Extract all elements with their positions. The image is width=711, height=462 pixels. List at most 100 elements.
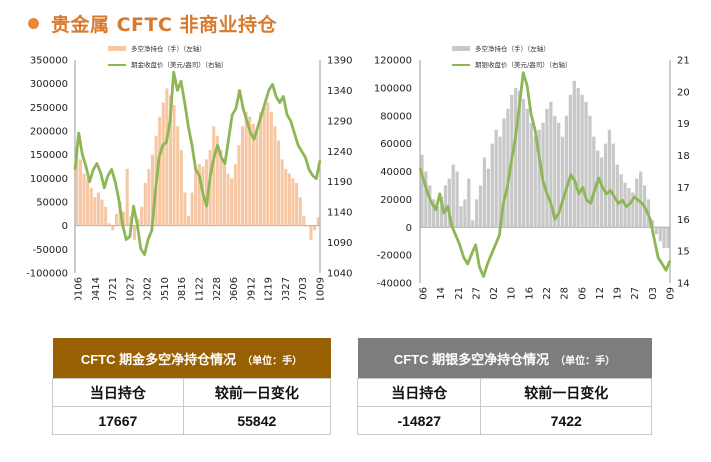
silver-net-position-bar: [635, 178, 639, 228]
silver-net-position-bar: [662, 227, 666, 249]
silver-x-tick-label: 20160510: [507, 287, 518, 300]
silver-right-tick-label: 16: [677, 215, 690, 226]
gold-x-tick-label: 20150106: [74, 277, 85, 300]
gold-net-position-bar: [86, 178, 90, 226]
gold-legend-line-label: 期金收盘价（美元/盎司）（右轴）: [131, 60, 227, 69]
silver-net-position-bar: [627, 188, 631, 228]
silver-net-position-bar: [424, 171, 428, 228]
silver-net-position-bar: [439, 196, 444, 228]
gold-legend-bar-swatch: [108, 46, 126, 51]
gold-price-line: [73, 70, 322, 257]
gold-cftc-chart: -100000-50000050000100000150000200000250…: [26, 44, 690, 300]
page-title: 贵金属 CFTC 非商业持仓: [51, 14, 278, 36]
silver-header-position: 当日持仓: [356, 378, 482, 407]
gold-net-position-bar: [273, 126, 277, 226]
silver-net-position-bar: [447, 178, 451, 228]
gold-net-position-bar: [165, 88, 169, 226]
gold-net-position-bar: [158, 116, 162, 226]
gold-net-position-bar: [161, 102, 165, 226]
gold-x-tick-label: 20160816: [177, 277, 188, 300]
gold-net-position-bar: [179, 149, 183, 226]
gold-net-position-bar: [78, 159, 82, 226]
gold-net-position-bar: [313, 225, 317, 231]
silver-net-position-bar: [654, 227, 658, 235]
silver-net-position-bar: [478, 185, 483, 228]
gold-net-position-bar: [96, 192, 100, 226]
silver-net-position-bar: [459, 206, 463, 228]
silver-right-tick-label: 20: [677, 87, 690, 98]
gold-net-position-bar: [89, 187, 93, 226]
gold-net-position-bar: [284, 168, 288, 226]
silver-x-tick-label: 20150106: [419, 287, 430, 300]
silver-header-change: 较前一日变化: [480, 378, 652, 407]
silver-net-position-bar: [517, 90, 522, 228]
gold-net-position-bar: [197, 164, 201, 226]
gold-x-tick-label: 20180327: [281, 277, 292, 300]
silver-table-caption-text: CFTC 期银多空净持仓情况: [393, 351, 550, 367]
silver-net-position-bar: [514, 87, 518, 228]
silver-net-position-bar: [498, 136, 502, 228]
gold-net-position-bar: [93, 197, 97, 226]
silver-price-line: [418, 71, 672, 279]
gold-right-tick-label: 1290: [327, 116, 352, 127]
gold-net-position-bar: [305, 225, 309, 227]
silver-x-tick-label: 20160816: [524, 287, 535, 300]
page-header: 贵金属 CFTC 非商业持仓: [28, 10, 277, 37]
silver-legend-bar-swatch: [452, 46, 470, 51]
gold-net-position-bar: [287, 173, 291, 226]
silver-net-position-bar: [639, 171, 643, 228]
gold-net-position-bar: [262, 107, 266, 226]
gold-left-tick-label: 50000: [36, 198, 68, 209]
silver-x-tick-label: 20150721: [454, 287, 465, 300]
silver-net-position-bar: [658, 227, 662, 242]
gold-x-tick-label: 20160202: [143, 277, 154, 300]
gold-x-tick-label: 20170912: [246, 277, 257, 300]
gold-net-position-bar: [298, 197, 302, 226]
gold-net-position-bar: [168, 95, 172, 226]
gold-net-position-bar: [147, 168, 151, 226]
silver-legend-line-label: 期银收盘价（美元/盎司）（右轴）: [475, 60, 571, 69]
gold-x-tick-label: 20161122: [195, 277, 206, 300]
silver-net-position-bar: [557, 122, 561, 228]
gold-x-tick-label: 20160510: [160, 277, 171, 300]
silver-right-tick-label: 15: [677, 247, 690, 258]
silver-x-tick-label: 20170606: [577, 287, 588, 300]
gold-net-position-bar: [244, 112, 248, 226]
silver-net-position-bar: [564, 115, 569, 228]
silver-right-tick-label: 18: [677, 151, 690, 162]
gold-x-tick-label: 20150721: [108, 277, 119, 300]
gold-right-tick-label: 1040: [327, 269, 352, 280]
silver-net-position-bar: [490, 143, 494, 228]
gold-net-position-bar: [266, 102, 270, 226]
silver-left-tick-label: 40000: [380, 167, 412, 178]
gold-net-position-bar: [172, 104, 176, 226]
silver-net-position-bar: [432, 199, 436, 228]
silver-net-position-bar: [568, 94, 573, 228]
gold-net-position-bar: [277, 140, 281, 226]
silver-net-position-bar: [482, 157, 487, 228]
gold-net-position-bar: [309, 225, 313, 240]
gold-net-position-bar: [255, 131, 259, 226]
silver-net-position-bar: [467, 178, 471, 228]
gold-right-tick-label: 1390: [327, 56, 352, 67]
gold-x-tick-label: 20170606: [229, 277, 240, 300]
silver-net-position-bar: [588, 115, 592, 228]
gold-value-change: 55842: [182, 406, 332, 435]
silver-net-position-bar: [553, 115, 557, 228]
gold-header-change: 较前一日变化: [182, 378, 332, 407]
silver-right-tick-label: 19: [677, 119, 690, 130]
silver-net-position-bar: [463, 199, 467, 228]
gold-net-position-bar: [114, 213, 118, 226]
gold-net-position-bar: [107, 223, 111, 226]
silver-net-position-bar: [525, 108, 530, 228]
silver-net-position-bar: [435, 206, 440, 228]
gold-net-position-bar: [219, 149, 223, 226]
gold-net-position-bar: [237, 145, 241, 226]
gold-net-position-bar: [316, 217, 320, 226]
gold-net-position-bar: [183, 192, 187, 226]
gold-left-tick-label: -100000: [26, 269, 68, 280]
silver-x-tick-label: 20181009: [666, 287, 677, 300]
gold-net-position-bar: [100, 199, 104, 226]
silver-left-tick-label: -40000: [377, 279, 412, 290]
silver-left-tick-label: 100000: [374, 83, 412, 94]
